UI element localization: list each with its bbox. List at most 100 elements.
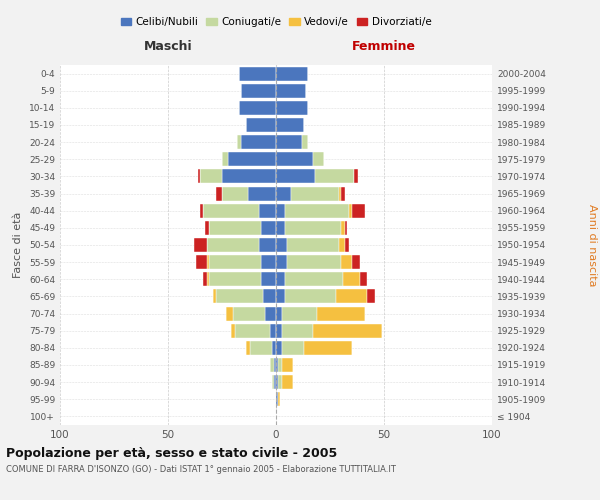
Bar xyxy=(200,204,203,218)
Bar xyxy=(237,135,241,149)
Bar xyxy=(200,170,222,183)
Bar xyxy=(196,255,207,269)
Text: Maschi: Maschi xyxy=(143,40,193,52)
Bar xyxy=(278,392,280,406)
Bar xyxy=(241,84,276,98)
Text: Popolazione per età, sesso e stato civile - 2005: Popolazione per età, sesso e stato civil… xyxy=(6,448,337,460)
Bar xyxy=(291,186,338,200)
Bar xyxy=(276,255,287,269)
Bar xyxy=(338,186,341,200)
Bar xyxy=(345,238,349,252)
Bar xyxy=(338,238,345,252)
Bar xyxy=(278,375,283,389)
Bar xyxy=(283,358,293,372)
Bar xyxy=(209,255,261,269)
Bar xyxy=(276,272,284,286)
Bar xyxy=(259,238,276,252)
Bar xyxy=(276,84,306,98)
Bar xyxy=(283,306,317,320)
Bar xyxy=(345,221,347,235)
Bar xyxy=(207,255,209,269)
Bar xyxy=(317,306,365,320)
Bar xyxy=(203,272,207,286)
Bar xyxy=(226,306,233,320)
Bar xyxy=(207,238,259,252)
Bar xyxy=(272,375,274,389)
Legend: Celibi/Nubili, Coniugati/e, Vedovi/e, Divorziati/e: Celibi/Nubili, Coniugati/e, Vedovi/e, Di… xyxy=(116,12,436,31)
Bar xyxy=(222,170,276,183)
Bar xyxy=(287,238,338,252)
Bar xyxy=(276,221,284,235)
Bar xyxy=(207,272,209,286)
Bar xyxy=(313,152,323,166)
Bar xyxy=(276,66,308,80)
Bar xyxy=(276,306,283,320)
Text: Femmine: Femmine xyxy=(352,40,416,52)
Bar xyxy=(352,255,360,269)
Bar xyxy=(341,221,345,235)
Bar xyxy=(283,375,293,389)
Bar xyxy=(230,324,235,338)
Bar xyxy=(276,101,308,115)
Bar xyxy=(239,66,276,80)
Bar xyxy=(302,135,308,149)
Bar xyxy=(276,358,278,372)
Bar xyxy=(276,204,284,218)
Bar xyxy=(209,272,261,286)
Bar xyxy=(274,358,276,372)
Bar xyxy=(341,255,352,269)
Bar xyxy=(272,341,276,355)
Bar xyxy=(198,170,200,183)
Bar xyxy=(276,186,291,200)
Bar xyxy=(209,221,261,235)
Bar xyxy=(337,290,367,304)
Bar xyxy=(276,290,284,304)
Bar xyxy=(194,238,207,252)
Bar xyxy=(235,324,269,338)
Bar xyxy=(276,238,287,252)
Bar xyxy=(284,221,341,235)
Bar xyxy=(263,290,276,304)
Bar xyxy=(215,290,263,304)
Bar xyxy=(304,341,352,355)
Bar xyxy=(248,186,276,200)
Bar xyxy=(343,272,360,286)
Bar xyxy=(215,186,222,200)
Text: Anni di nascita: Anni di nascita xyxy=(587,204,597,286)
Bar xyxy=(367,290,376,304)
Bar xyxy=(203,204,259,218)
Bar xyxy=(222,152,229,166)
Bar xyxy=(261,221,276,235)
Bar xyxy=(205,221,209,235)
Bar xyxy=(241,135,276,149)
Bar xyxy=(276,392,278,406)
Bar xyxy=(276,152,313,166)
Bar xyxy=(354,170,358,183)
Bar xyxy=(360,272,367,286)
Bar xyxy=(259,204,276,218)
Bar xyxy=(278,358,283,372)
Bar xyxy=(276,324,283,338)
Bar xyxy=(250,341,272,355)
Bar xyxy=(229,152,276,166)
Text: COMUNE DI FARRA D'ISONZO (GO) - Dati ISTAT 1° gennaio 2005 - Elaborazione TUTTIT: COMUNE DI FARRA D'ISONZO (GO) - Dati IST… xyxy=(6,466,396,474)
Bar xyxy=(313,324,382,338)
Bar xyxy=(284,204,349,218)
Bar xyxy=(233,306,265,320)
Bar xyxy=(261,255,276,269)
Bar xyxy=(349,204,352,218)
Bar xyxy=(284,272,343,286)
Bar xyxy=(246,341,250,355)
Bar xyxy=(261,272,276,286)
Bar xyxy=(239,101,276,115)
Bar xyxy=(276,341,283,355)
Bar xyxy=(265,306,276,320)
Bar xyxy=(284,290,337,304)
Bar xyxy=(276,375,278,389)
Bar xyxy=(269,358,274,372)
Y-axis label: Fasce di età: Fasce di età xyxy=(13,212,23,278)
Bar xyxy=(276,135,302,149)
Bar xyxy=(283,324,313,338)
Bar xyxy=(287,255,341,269)
Bar xyxy=(341,186,345,200)
